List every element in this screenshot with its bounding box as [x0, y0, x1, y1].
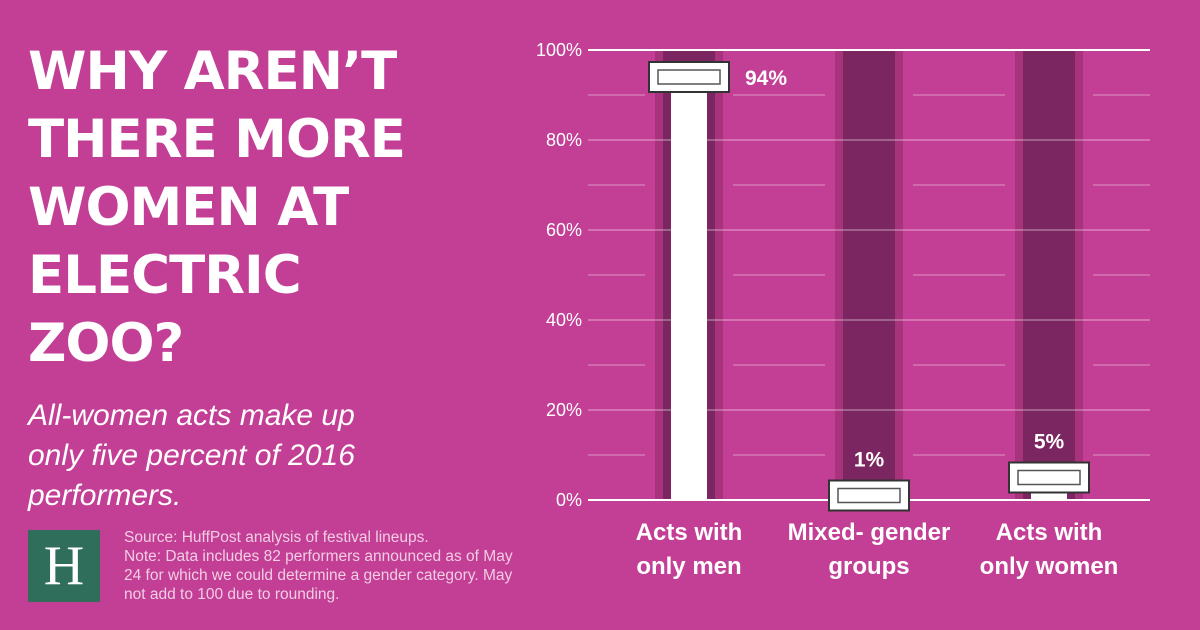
- y-tick-label: 80%: [546, 130, 582, 150]
- source-notes: Source: HuffPost analysis of festival li…: [124, 528, 514, 604]
- data-label: 94%: [745, 67, 787, 90]
- y-tick-label: 20%: [546, 400, 582, 420]
- bar-cap: [648, 61, 730, 93]
- note-text: Note: Data includes 82 performers announ…: [124, 548, 513, 603]
- data-label: 5%: [1034, 431, 1065, 454]
- category-label: groups: [828, 553, 909, 580]
- bar-track-inner: [843, 50, 895, 500]
- bar-cap: [828, 479, 910, 512]
- category-label: only women: [980, 553, 1119, 580]
- data-label: 1%: [854, 449, 885, 472]
- category-label: Acts with: [636, 519, 743, 546]
- bar-cap-inner: [1017, 469, 1081, 486]
- y-tick-label: 0%: [556, 490, 582, 510]
- bar-cap: [1008, 461, 1090, 494]
- category-label: only men: [636, 553, 741, 580]
- logo-letter: H: [43, 535, 85, 597]
- y-tick-label: 40%: [546, 310, 582, 330]
- source-text: Source: HuffPost analysis of festival li…: [124, 529, 429, 546]
- y-tick-label: 60%: [546, 220, 582, 240]
- bar-cap-inner: [657, 69, 721, 85]
- chart-title: WHY AREN’T THERE MORE WOMEN AT ELECTRIC …: [28, 41, 406, 374]
- bar: [671, 77, 707, 500]
- bar-track-inner: [1023, 50, 1075, 500]
- category-label: Acts with: [996, 519, 1103, 546]
- bar-cap-inner: [837, 487, 901, 504]
- category-label: Mixed- gender: [788, 519, 951, 546]
- y-tick-label: 100%: [536, 40, 582, 60]
- huffpost-logo: H: [28, 530, 100, 602]
- chart-subtitle: All-women acts make up only five percent…: [28, 399, 355, 512]
